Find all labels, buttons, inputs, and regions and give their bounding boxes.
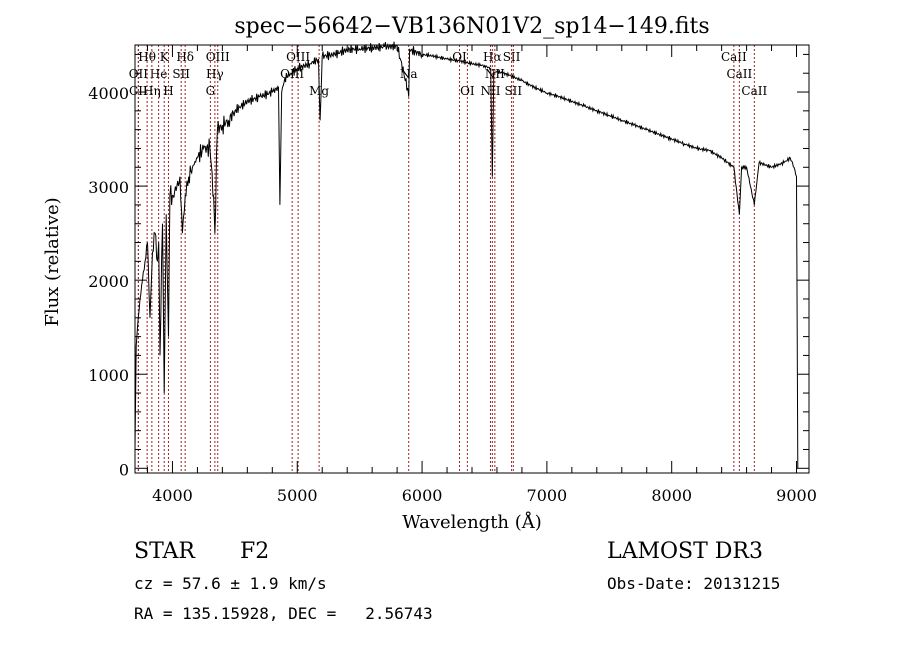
spectral-line-label: Hθ [138,50,156,64]
spectral-line-label: K [160,50,170,64]
spectral-line-label: CII [129,84,148,98]
x-tick-label: 9000 [776,486,817,505]
y-tick-label: 2000 [88,272,129,291]
spectral-line-label: CaII [721,50,747,64]
survey-label: LAMOST DR3 [607,539,763,564]
y-tick-label: 4000 [88,84,129,103]
object-subclass-label: F2 [240,539,270,564]
x-tick-label: 5000 [277,486,318,505]
spectral-line-label: SII [172,67,190,81]
redshift-cz-text: cz = 57.6 ± 1.9 km/s [134,574,327,593]
spectral-line-label: Hγ [206,67,224,81]
x-axis: 4000 5000 6000 7000 8000 9000 [146,45,817,505]
spectrum-chart: spec−56642−VB136N01V2_sp14−149.fits Hθ K H… [42,14,817,533]
x-tick-label: 4000 [152,486,193,505]
spectral-line-label: Hη [143,84,161,98]
spectral-line-label: SII [504,84,522,98]
object-class-label: STAR [134,539,195,564]
y-axis-label: Flux (relative) [42,197,63,326]
spectral-line-label: Hδ [176,50,194,64]
spectral-line-label: CaII [726,67,752,81]
chart-title: spec−56642−VB136N01V2_sp14−149.fits [234,14,709,39]
y-axis: 0 1000 2000 3000 4000 [88,53,809,479]
spectral-line-label: He [150,67,168,81]
spectral-line-label: OIII [206,50,230,64]
y-tick-label: 0 [119,460,129,479]
spectral-line-label: H [163,84,173,98]
spectral-line-label: OI [460,84,475,98]
x-axis-label: Wavelength (Å) [402,511,542,533]
spectral-line-label: Hα [483,50,502,64]
coordinates-text: RA = 135.15928, DEC = 2.56743 [134,604,433,623]
spectral-line-label: G [206,84,216,98]
x-tick-label: 7000 [527,486,568,505]
spectral-line-label: SII [503,50,521,64]
spectral-line-label: NII [485,67,505,81]
y-tick-label: 3000 [88,178,129,197]
x-tick-label: 8000 [651,486,692,505]
plot-frame [134,44,810,474]
spectrum-flux-line [134,41,799,469]
observation-date-text: Obs-Date: 20131215 [607,574,781,593]
x-tick-label: 6000 [402,486,443,505]
y-tick-label: 1000 [88,366,129,385]
spectral-line-label: OIII [286,50,310,64]
spectral-line-label: CaII [741,84,767,98]
